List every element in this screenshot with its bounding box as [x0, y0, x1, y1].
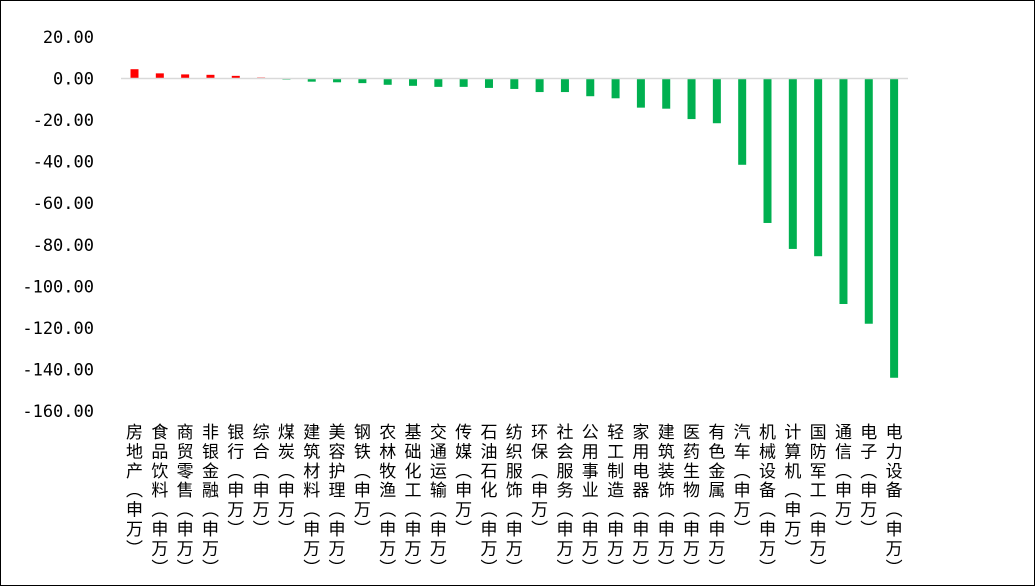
x-category-label: 轻工制造︵申万︶ [607, 423, 624, 579]
bar [788, 78, 797, 249]
bar [434, 78, 443, 87]
x-category-label: 农林牧渔︵申万︶ [379, 423, 396, 579]
y-axis-ticks: 20.00 0.00 -20.00 -40.00 -60.00 -80.00 -100.00… [22, 28, 94, 422]
y-tick-label: -140.00 [22, 360, 94, 380]
bar [864, 78, 873, 324]
x-category-label: 传媒︵申万︶ [455, 423, 472, 540]
x-category-label: 钢铁︵申万︶ [354, 423, 371, 540]
y-tick-label: 0.00 [53, 70, 94, 90]
x-category-label: 计算机︵申万︶ [784, 423, 801, 559]
x-category-label: 交通运输︵申万︶ [430, 423, 447, 579]
bar [586, 78, 595, 97]
bar [814, 78, 823, 257]
x-category-label: 银行︵申万︶ [227, 423, 244, 540]
bar [155, 73, 164, 79]
x-category-label: 医药生物︵申万︶ [683, 423, 700, 579]
x-category-label: 建筑装饰︵申万︶ [658, 423, 675, 579]
bar [484, 78, 493, 88]
x-category-label: 非银金融︵申万︶ [202, 423, 219, 579]
bar [181, 74, 190, 79]
x-category-label: 汽车︵申万︶ [734, 423, 751, 540]
x-category-label: 食品饮料︵申万︶ [151, 423, 168, 579]
bar [712, 78, 721, 124]
x-category-label: 煤炭︵申万︶ [278, 423, 295, 540]
bar [611, 78, 620, 99]
bar [333, 78, 342, 83]
bar [560, 78, 569, 93]
x-category-label: 国防军工︵申万︶ [810, 423, 827, 579]
bar [231, 75, 240, 79]
bar [662, 78, 671, 109]
x-category-label: 通信︵申万︶ [835, 423, 852, 540]
x-category-label: 综合︵申万︶ [253, 423, 270, 540]
bar [459, 78, 468, 87]
y-tick-label: 20.00 [43, 28, 94, 48]
bar [535, 78, 544, 93]
x-category-label: 基础化工︵申万︶ [405, 423, 422, 579]
bar [636, 78, 645, 108]
bar [383, 78, 392, 85]
y-tick-label: -160.00 [22, 402, 94, 422]
x-category-label: 石油石化︵申万︶ [480, 423, 497, 579]
x-category-label: 房地产︵申万︶ [126, 423, 143, 559]
y-tick-label: -120.00 [22, 319, 94, 339]
bar [763, 78, 772, 223]
x-category-label: 家用电器︵申万︶ [632, 423, 649, 579]
x-category-label: 环保︵申万︶ [531, 423, 548, 540]
y-tick-label: -40.00 [33, 153, 94, 173]
bar [358, 78, 367, 84]
bar [687, 78, 696, 120]
x-category-label: 机械设备︵申万︶ [759, 423, 776, 579]
x-category-label: 电子︵申万︶ [860, 423, 877, 540]
bars [130, 69, 899, 378]
bar [890, 78, 899, 378]
bar [307, 78, 316, 82]
y-tick-label: -20.00 [33, 111, 94, 131]
bar [738, 78, 747, 165]
x-category-label: 纺织服饰︵申万︶ [506, 423, 523, 579]
bar [206, 74, 215, 79]
x-category-label: 公用事业︵申万︶ [582, 423, 599, 579]
x-category-label: 有色金属︵申万︶ [708, 423, 725, 579]
bar [409, 78, 418, 86]
bar [839, 78, 848, 304]
x-category-label: 商贸零售︵申万︶ [177, 423, 194, 579]
bar [510, 78, 519, 89]
bar [130, 69, 139, 79]
y-tick-label: -100.00 [22, 277, 94, 297]
x-category-label: 美容护理︵申万︶ [329, 423, 346, 579]
x-category-label: 建筑材料︵申万︶ [303, 423, 320, 579]
x-category-label: 电力设备︵申万︶ [886, 423, 903, 579]
x-axis-category-labels: 房地产︵申万︶ 食品饮料︵申万︶ 商贸零售︵申万︶ 非银金融︵申万︶ 银行︵申万︶ 综合︵… [126, 423, 903, 579]
x-category-label: 社会服务︵申万︶ [556, 423, 573, 579]
y-tick-label: -80.00 [33, 236, 94, 256]
y-tick-label: -60.00 [33, 194, 94, 214]
